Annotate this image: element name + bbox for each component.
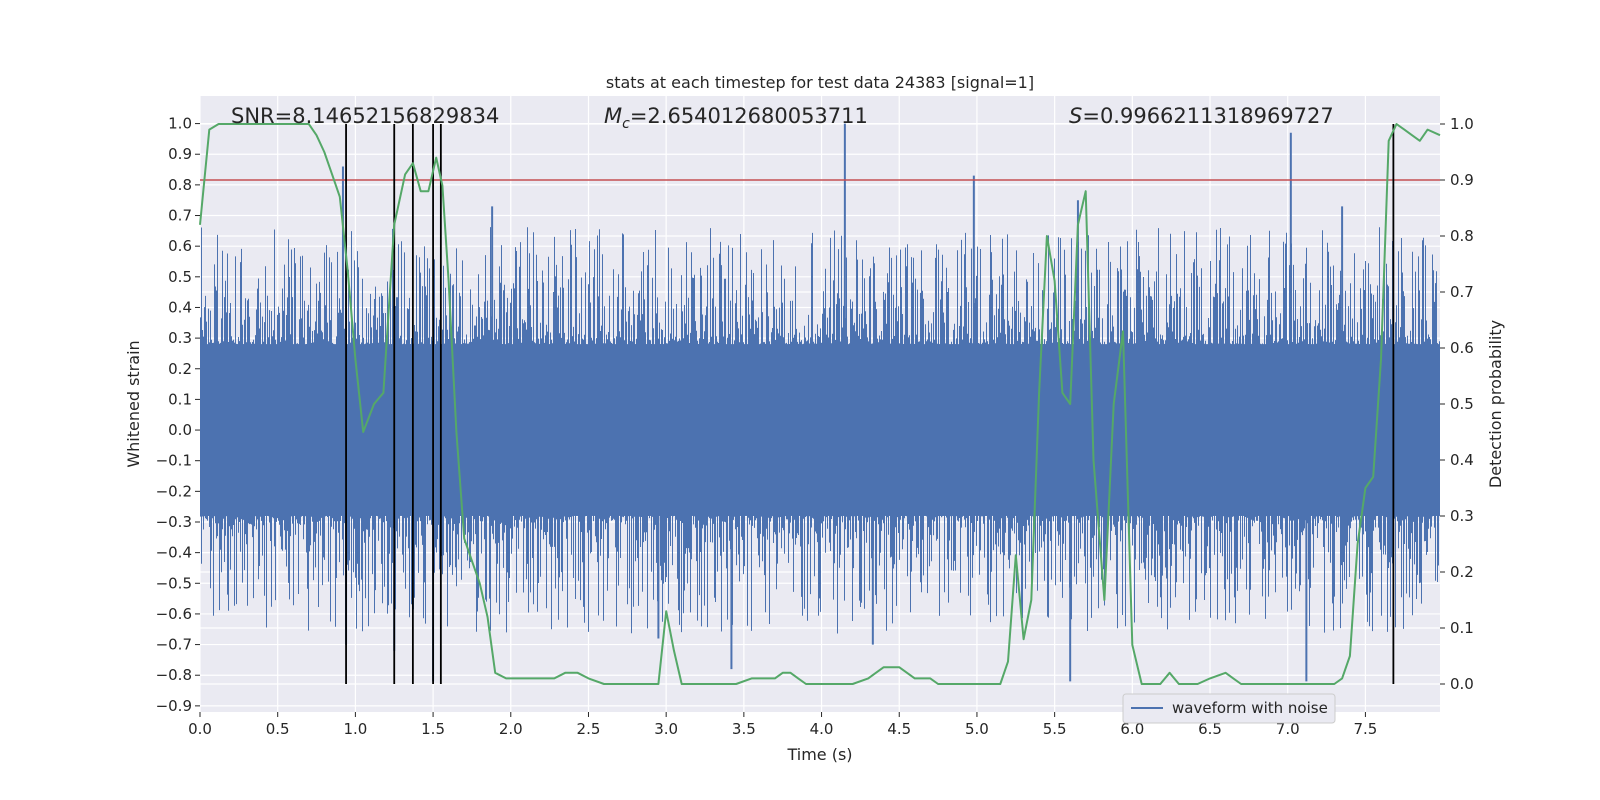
- legend-box: [1122, 693, 1336, 724]
- y-right-tick-label: 0.7: [1450, 283, 1474, 301]
- score-annotation: S=0.9966211318969727: [1069, 104, 1334, 128]
- y-tick-label: 0.3: [168, 329, 192, 347]
- x-tick-label: 0.0: [188, 720, 212, 738]
- y-right-tick-label: 0.8: [1450, 227, 1474, 245]
- x-tick-label: 4.5: [887, 720, 911, 738]
- detection-probability-line: [199, 123, 1441, 685]
- vertical-markers: [345, 124, 1395, 684]
- x-tick-label: 2.5: [577, 720, 601, 738]
- y-tick-label: 0.9: [168, 145, 192, 163]
- x-tick-label: 7.0: [1276, 720, 1300, 738]
- y-tick-label: −0.2: [156, 482, 192, 500]
- y-tick-label: −0.4: [156, 544, 192, 562]
- x-tick-labels: 0.0 0.5 1.0 1.5 2.0 2.5 3.0 3.5 4.0 4.5 5.0 5.5 6.0 6…: [188, 712, 1377, 738]
- y-tick-label: −0.9: [156, 697, 192, 715]
- y-right-axis-label: Detection probability: [1486, 320, 1505, 488]
- y-right-tick-label: 0.9: [1450, 171, 1474, 189]
- y-tick-label: 0.4: [168, 298, 192, 316]
- x-tick-label: 3.0: [654, 720, 678, 738]
- y-tick-label: 0.2: [168, 360, 192, 378]
- y-right-tick-labels: 1.0 0.9 0.8 0.7 0.6 0.5 0.4 0.3 0.2 0.1 0.0: [1440, 115, 1474, 693]
- snr-annotation: SNR=8.14652156829834: [231, 104, 499, 128]
- x-tick-label: 6.5: [1198, 720, 1222, 738]
- y-right-tick-label: 0.5: [1450, 395, 1474, 413]
- y-tick-label: 0.7: [168, 207, 192, 225]
- y-tick-label: −0.7: [156, 636, 192, 654]
- x-tick-label: 0.5: [266, 720, 290, 738]
- x-tick-label: 7.5: [1353, 720, 1377, 738]
- x-tick-label: 1.5: [421, 720, 445, 738]
- x-axis-label: Time (s): [786, 745, 852, 764]
- y-axis-label: Whitened strain: [124, 340, 143, 467]
- y-tick-label: 0.1: [168, 390, 192, 408]
- y-right-tick-label: 0.0: [1450, 675, 1474, 693]
- x-tick-label: 6.0: [1120, 720, 1144, 738]
- y-tick-label: 0.6: [168, 237, 192, 255]
- y-tick-label: 0.5: [168, 268, 192, 286]
- y-tick-label: 1.0: [168, 115, 192, 133]
- legend: waveform with noise: [1122, 693, 1336, 724]
- y-tick-label: 0.0: [168, 421, 192, 439]
- x-tick-label: 2.0: [499, 720, 523, 738]
- x-tick-label: 4.0: [810, 720, 834, 738]
- y-tick-label: −0.8: [156, 666, 192, 684]
- y-tick-label: −0.1: [156, 452, 192, 470]
- legend-label: waveform with noise: [1172, 699, 1328, 717]
- chirp-mass-annotation: Mc=2.654012680053711: [604, 104, 868, 132]
- detection-probability-series: [199, 123, 1441, 685]
- x-tick-label: 3.5: [732, 720, 756, 738]
- x-tick-label: 1.0: [343, 720, 367, 738]
- y-right-tick-label: 0.2: [1450, 563, 1474, 581]
- chart-title: stats at each timestep for test data 243…: [606, 73, 1034, 92]
- y-tick-label: −0.3: [156, 513, 192, 531]
- y-right-tick-label: 0.6: [1450, 339, 1474, 357]
- y-tick-labels: 1.0 0.9 0.8 0.7 0.6 0.5 0.4 0.3 0.2 0.1 0.0 −0.1 −0.…: [156, 115, 200, 715]
- x-tick-label: 5.0: [965, 720, 989, 738]
- waveform-noise: [200, 227, 1440, 634]
- y-tick-label: −0.5: [156, 574, 192, 592]
- y-tick-label: −0.6: [156, 605, 192, 623]
- x-tick-label: 5.5: [1043, 720, 1067, 738]
- y-right-tick-label: 0.3: [1450, 507, 1474, 525]
- y-right-tick-label: 0.4: [1450, 451, 1474, 469]
- y-tick-label: 0.8: [168, 176, 192, 194]
- y-right-tick-label: 1.0: [1450, 115, 1474, 133]
- waveform-series: [200, 123, 1440, 682]
- y-right-tick-label: 0.1: [1450, 619, 1474, 637]
